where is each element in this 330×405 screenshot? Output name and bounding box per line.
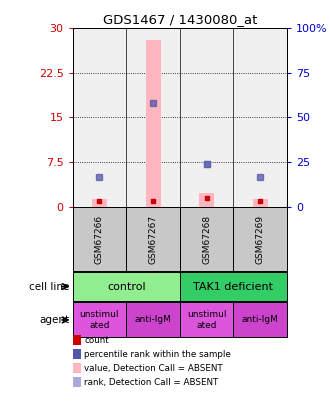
Bar xyxy=(180,272,287,301)
Text: GSM67266: GSM67266 xyxy=(95,214,104,264)
Title: GDS1467 / 1430080_at: GDS1467 / 1430080_at xyxy=(103,13,257,26)
Text: unstimul
ated: unstimul ated xyxy=(187,310,226,330)
Bar xyxy=(199,194,214,207)
Text: value, Detection Call = ABSENT: value, Detection Call = ABSENT xyxy=(84,364,223,373)
Bar xyxy=(126,303,180,337)
Text: control: control xyxy=(107,281,146,292)
Text: cell line: cell line xyxy=(29,281,69,292)
Text: GSM67268: GSM67268 xyxy=(202,214,211,264)
Text: count: count xyxy=(84,336,109,345)
Text: anti-IgM: anti-IgM xyxy=(135,315,172,324)
Text: agent: agent xyxy=(39,315,69,325)
Bar xyxy=(73,303,126,337)
Text: GSM67269: GSM67269 xyxy=(256,214,265,264)
Bar xyxy=(234,303,287,337)
Bar xyxy=(253,199,268,207)
Text: rank, Detection Call = ABSENT: rank, Detection Call = ABSENT xyxy=(84,378,218,387)
Text: GSM67267: GSM67267 xyxy=(148,214,157,264)
Text: unstimul
ated: unstimul ated xyxy=(80,310,119,330)
Bar xyxy=(73,207,126,271)
Bar xyxy=(234,207,287,271)
Bar xyxy=(180,207,234,271)
Text: anti-IgM: anti-IgM xyxy=(242,315,279,324)
Bar xyxy=(126,207,180,271)
Bar xyxy=(92,199,107,207)
Bar xyxy=(146,40,161,207)
Text: percentile rank within the sample: percentile rank within the sample xyxy=(84,350,231,359)
Bar xyxy=(73,272,180,301)
Bar xyxy=(180,303,234,337)
Text: TAK1 deficient: TAK1 deficient xyxy=(193,281,274,292)
